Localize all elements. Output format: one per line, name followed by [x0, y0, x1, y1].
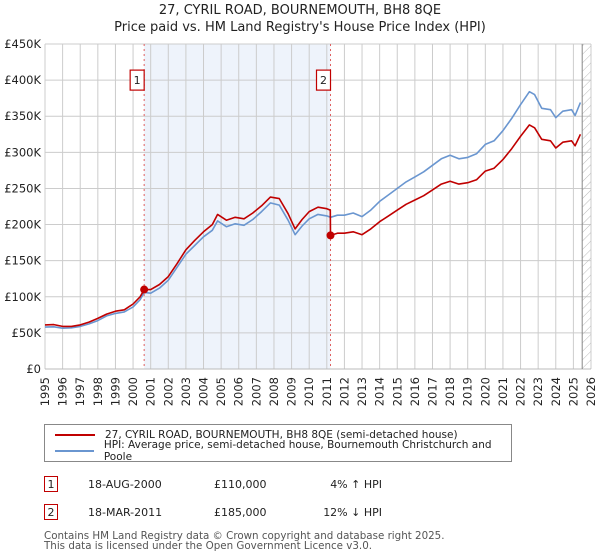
y-tick-label: £400K: [4, 73, 41, 87]
x-tick-label: 2014: [373, 377, 387, 406]
x-tick-label: 2009: [285, 377, 299, 406]
x-tick-label: 2002: [161, 377, 175, 406]
legend-swatch-hpi: [55, 450, 94, 452]
x-tick-label: 2019: [461, 377, 475, 406]
footer: Contains HM Land Registry data © Crown c…: [44, 531, 445, 551]
legend-label-property: 27, CYRIL ROAD, BOURNEMOUTH, BH8 8QE (se…: [105, 429, 458, 441]
x-tick-label: 2020: [478, 377, 492, 406]
x-tick-label: 2010: [302, 377, 316, 406]
x-tick-label: 2011: [320, 377, 334, 406]
x-tick-label: 2026: [584, 377, 598, 406]
legend-swatch-property: [55, 434, 95, 436]
sale-date: 18-MAR-2011: [88, 506, 163, 519]
sale-point-marker: [140, 285, 149, 294]
sale-row: 2 18-MAR-2011 £185,000 12% ↓ HPI: [44, 504, 464, 522]
y-tick-label: £150K: [4, 254, 41, 268]
ownership-shaded-region: [144, 44, 331, 369]
x-tick-label: 2025: [566, 377, 580, 406]
y-tick-label: £0: [26, 362, 41, 376]
sale-point-marker: [326, 231, 335, 240]
x-tick-label: 1996: [56, 377, 70, 406]
sale-label-number: 2: [320, 74, 327, 87]
property-price-line: [44, 124, 582, 328]
footer-licence: This data is licensed under the Open Gov…: [44, 540, 373, 552]
x-tick-label: 2024: [549, 377, 563, 406]
x-tick-label: 1998: [91, 377, 105, 406]
sale-badge: 2: [44, 504, 58, 520]
y-tick-label: £350K: [4, 109, 41, 123]
sale-label-box: [129, 69, 145, 91]
footer-copyright: Contains HM Land Registry data © Crown c…: [44, 530, 445, 542]
y-tick-label: £100K: [4, 290, 41, 304]
sale-label-box: [315, 69, 332, 91]
x-tick-label: 2001: [144, 377, 158, 406]
legend-item-property: 27, CYRIL ROAD, BOURNEMOUTH, BH8 8QE (se…: [55, 428, 458, 442]
chart-title: 27, CYRIL ROAD, BOURNEMOUTH, BH8 8QE: [158, 3, 442, 18]
x-tick-label: 2023: [531, 377, 545, 406]
x-tick-label: 2008: [267, 377, 281, 406]
chart-subtitle: Price paid vs. HM Land Registry's House …: [114, 20, 486, 35]
x-tick-label: 2013: [355, 377, 369, 406]
sale-badge: 1: [44, 476, 58, 492]
y-tick-label: £200K: [4, 218, 41, 232]
x-tick-label: 2018: [443, 377, 457, 406]
y-tick-label: £450K: [4, 37, 41, 51]
y-tick-label: £250K: [4, 181, 41, 195]
x-tick-label: 1999: [108, 377, 122, 406]
price-chart: 1 2 £0 £50K £100K £150K £200K £250K £300K £350K £…: [4, 37, 598, 406]
x-tick-label: 2022: [514, 377, 528, 406]
x-tick-label: 2005: [214, 377, 228, 406]
hpi-line: [44, 90, 582, 329]
x-tick-label: 2017: [425, 377, 439, 406]
sale-price: £185,000: [214, 506, 267, 519]
y-tick-label: £50K: [12, 326, 42, 340]
forecast-hatch-region: [582, 44, 591, 369]
x-tick-label: 2016: [408, 377, 422, 406]
sale-hpi-change: 12% ↓ HPI: [323, 506, 382, 519]
x-tick-label: 2003: [179, 377, 193, 406]
x-tick-label: 2015: [390, 377, 404, 406]
y-tick-label: £300K: [4, 145, 41, 159]
sale-date: 18-AUG-2000: [88, 478, 162, 491]
x-tick-label: 1995: [38, 377, 52, 406]
x-tick-label: 2007: [249, 377, 263, 406]
x-tick-label: 2004: [197, 377, 211, 406]
legend: 27, CYRIL ROAD, BOURNEMOUTH, BH8 8QE (se…: [44, 424, 512, 463]
x-tick-label: 2012: [337, 377, 351, 406]
x-tick-label: 2000: [126, 377, 140, 406]
x-tick-label: 1997: [73, 377, 87, 406]
legend-item-hpi: HPI: Average price, semi-detached house,…: [55, 439, 511, 463]
x-tick-label: 2006: [232, 377, 246, 406]
x-tick-label: 2021: [496, 377, 510, 406]
sale-row: 1 18-AUG-2000 £110,000 4% ↑ HPI: [44, 476, 464, 494]
legend-label-hpi: HPI: Average price, semi-detached house,…: [103, 439, 492, 463]
sale-label-number: 1: [134, 74, 141, 87]
sale-hpi-change: 4% ↑ HPI: [330, 478, 382, 491]
sale-price: £110,000: [214, 478, 267, 491]
